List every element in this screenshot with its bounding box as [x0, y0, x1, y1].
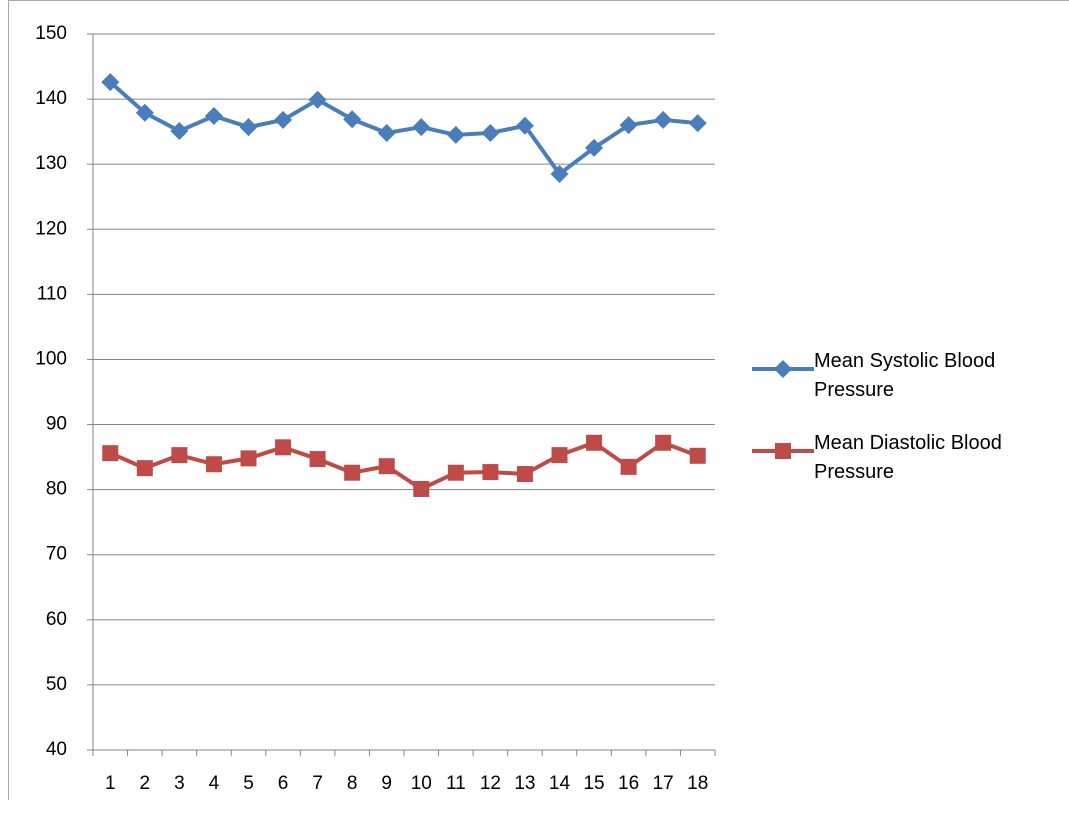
marker [309, 451, 326, 468]
y-tick-label: 60 [46, 609, 67, 630]
x-tick-label: 11 [446, 773, 466, 794]
marker [516, 466, 533, 483]
marker [378, 458, 395, 475]
x-tick-label: 14 [549, 773, 571, 794]
legend-label: Mean Systolic Blood Pressure [814, 350, 996, 401]
marker [135, 103, 154, 122]
series-line [109, 440, 699, 491]
y-tick-label: 100 [35, 348, 67, 369]
marker [344, 464, 361, 481]
marker [377, 123, 396, 142]
legend-swatch [752, 443, 814, 459]
marker [655, 434, 672, 451]
legend-swatch [752, 360, 814, 378]
marker [550, 164, 569, 183]
x-tick-label: 8 [347, 773, 358, 794]
series-line [108, 80, 698, 176]
x-tick-label: 16 [618, 773, 639, 794]
y-tick-label: 120 [35, 218, 67, 239]
marker [775, 443, 791, 459]
marker [586, 434, 603, 451]
marker [239, 118, 258, 137]
y-tick-label: 80 [46, 479, 67, 500]
x-tick-label: 2 [140, 773, 151, 794]
marker [204, 107, 223, 126]
y-tick-label: 110 [37, 283, 67, 304]
marker [482, 464, 499, 481]
x-tick-label: 15 [583, 773, 604, 794]
x-tick-label: 17 [653, 773, 674, 794]
marker [136, 460, 153, 477]
marker [619, 116, 638, 135]
marker [689, 447, 706, 464]
marker [551, 447, 568, 464]
legend-label: Mean Diastolic Blood Pressure [814, 432, 1002, 483]
marker [688, 114, 707, 133]
x-tick-label: 3 [174, 773, 185, 794]
x-tick-label: 6 [278, 773, 289, 794]
marker [620, 458, 637, 475]
x-tick-label: 13 [514, 773, 535, 794]
x-tick-label: 7 [312, 773, 323, 794]
marker [205, 456, 222, 473]
y-tick-label: 150 [35, 23, 67, 44]
marker [170, 121, 189, 140]
x-tick-label: 12 [480, 773, 501, 794]
y-tick-label: 140 [35, 88, 67, 109]
x-tick-label: 4 [209, 773, 220, 794]
marker [274, 110, 293, 129]
x-tick-label: 5 [243, 773, 254, 794]
marker [774, 360, 792, 378]
y-tick-label: 130 [35, 153, 67, 174]
x-tick-label: 9 [381, 773, 392, 794]
y-tick-label: 40 [46, 739, 67, 760]
marker [447, 464, 464, 481]
y-tick-label: 90 [46, 414, 67, 435]
y-tick-label: 70 [46, 544, 67, 565]
marker [101, 73, 120, 92]
x-tick-label: 18 [687, 773, 708, 794]
marker [515, 116, 534, 135]
marker [585, 138, 604, 157]
marker [240, 450, 257, 467]
x-tick-label: 1 [105, 773, 116, 794]
marker [412, 118, 431, 137]
marker [343, 110, 362, 129]
y-tick-label: 50 [46, 674, 67, 695]
x-tick-label: 10 [411, 773, 432, 794]
marker [275, 439, 292, 456]
marker [102, 445, 119, 462]
marker [171, 447, 188, 464]
marker [413, 480, 430, 497]
marker [446, 125, 465, 144]
marker [654, 110, 673, 129]
marker [308, 90, 327, 109]
marker [481, 123, 500, 142]
